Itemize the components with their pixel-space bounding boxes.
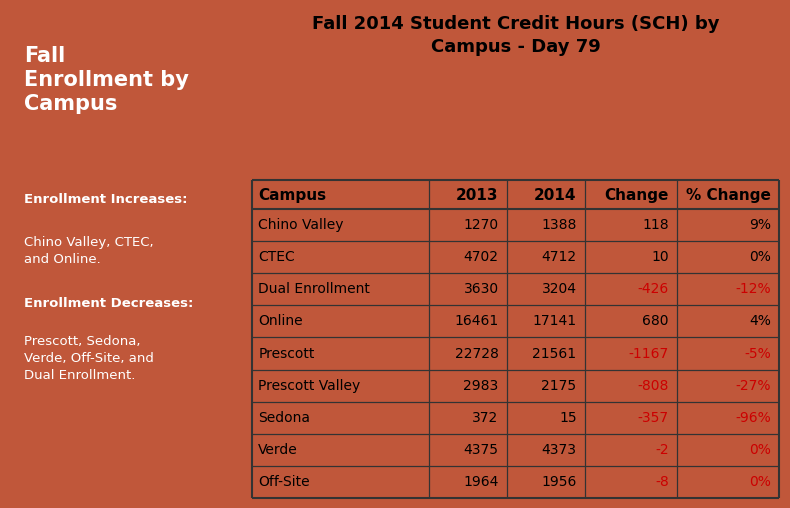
Text: -8: -8 bbox=[655, 475, 669, 489]
Text: Sedona: Sedona bbox=[258, 410, 310, 425]
Text: 0%: 0% bbox=[749, 475, 771, 489]
Text: Prescott Valley: Prescott Valley bbox=[258, 378, 360, 393]
Text: 0%: 0% bbox=[749, 250, 771, 264]
Text: Prescott, Sedona,
Verde, Off-Site, and
Dual Enrollment.: Prescott, Sedona, Verde, Off-Site, and D… bbox=[24, 335, 154, 383]
Text: 16461: 16461 bbox=[454, 314, 498, 329]
Text: Fall 2014 Student Credit Hours (SCH) by
Campus - Day 79: Fall 2014 Student Credit Hours (SCH) by … bbox=[312, 15, 719, 56]
Text: 2013: 2013 bbox=[456, 188, 498, 203]
Text: 1964: 1964 bbox=[463, 475, 498, 489]
Text: Dual Enrollment: Dual Enrollment bbox=[258, 282, 371, 296]
Text: -12%: -12% bbox=[735, 282, 771, 296]
Text: 2014: 2014 bbox=[534, 188, 577, 203]
Text: 1956: 1956 bbox=[541, 475, 577, 489]
Text: Off-Site: Off-Site bbox=[258, 475, 310, 489]
Text: Online: Online bbox=[258, 314, 303, 329]
Text: 17141: 17141 bbox=[532, 314, 577, 329]
Text: 9%: 9% bbox=[749, 218, 771, 232]
Text: 15: 15 bbox=[559, 410, 577, 425]
Text: 372: 372 bbox=[472, 410, 498, 425]
Text: 10: 10 bbox=[651, 250, 669, 264]
Text: 118: 118 bbox=[642, 218, 669, 232]
Text: 4%: 4% bbox=[749, 314, 771, 329]
Text: Change: Change bbox=[604, 188, 669, 203]
Text: 0%: 0% bbox=[749, 443, 771, 457]
Text: -426: -426 bbox=[638, 282, 669, 296]
Text: Verde: Verde bbox=[258, 443, 298, 457]
Text: CTEC: CTEC bbox=[258, 250, 295, 264]
Text: Chino Valley: Chino Valley bbox=[258, 218, 344, 232]
Text: Chino Valley, CTEC,
and Online.: Chino Valley, CTEC, and Online. bbox=[24, 236, 154, 266]
Text: Prescott: Prescott bbox=[258, 346, 314, 361]
Text: -1167: -1167 bbox=[629, 346, 669, 361]
Text: -2: -2 bbox=[655, 443, 669, 457]
Text: Enrollment Increases:: Enrollment Increases: bbox=[24, 193, 187, 206]
Text: -27%: -27% bbox=[735, 378, 771, 393]
Text: -5%: -5% bbox=[744, 346, 771, 361]
Text: % Change: % Change bbox=[687, 188, 771, 203]
Text: 4373: 4373 bbox=[542, 443, 577, 457]
Text: 1388: 1388 bbox=[541, 218, 577, 232]
Text: 1270: 1270 bbox=[464, 218, 498, 232]
Text: -808: -808 bbox=[638, 378, 669, 393]
Text: -357: -357 bbox=[638, 410, 669, 425]
Text: -96%: -96% bbox=[735, 410, 771, 425]
Text: Enrollment Decreases:: Enrollment Decreases: bbox=[24, 297, 194, 310]
Text: Campus: Campus bbox=[258, 188, 326, 203]
Text: 22728: 22728 bbox=[455, 346, 498, 361]
Text: 3630: 3630 bbox=[464, 282, 498, 296]
Text: 2175: 2175 bbox=[541, 378, 577, 393]
Text: 21561: 21561 bbox=[532, 346, 577, 361]
Text: 4712: 4712 bbox=[541, 250, 577, 264]
Text: 3204: 3204 bbox=[542, 282, 577, 296]
Text: 4375: 4375 bbox=[464, 443, 498, 457]
Text: 2983: 2983 bbox=[464, 378, 498, 393]
Text: Fall
Enrollment by
Campus: Fall Enrollment by Campus bbox=[24, 46, 189, 114]
Text: 680: 680 bbox=[642, 314, 669, 329]
Text: 4702: 4702 bbox=[464, 250, 498, 264]
